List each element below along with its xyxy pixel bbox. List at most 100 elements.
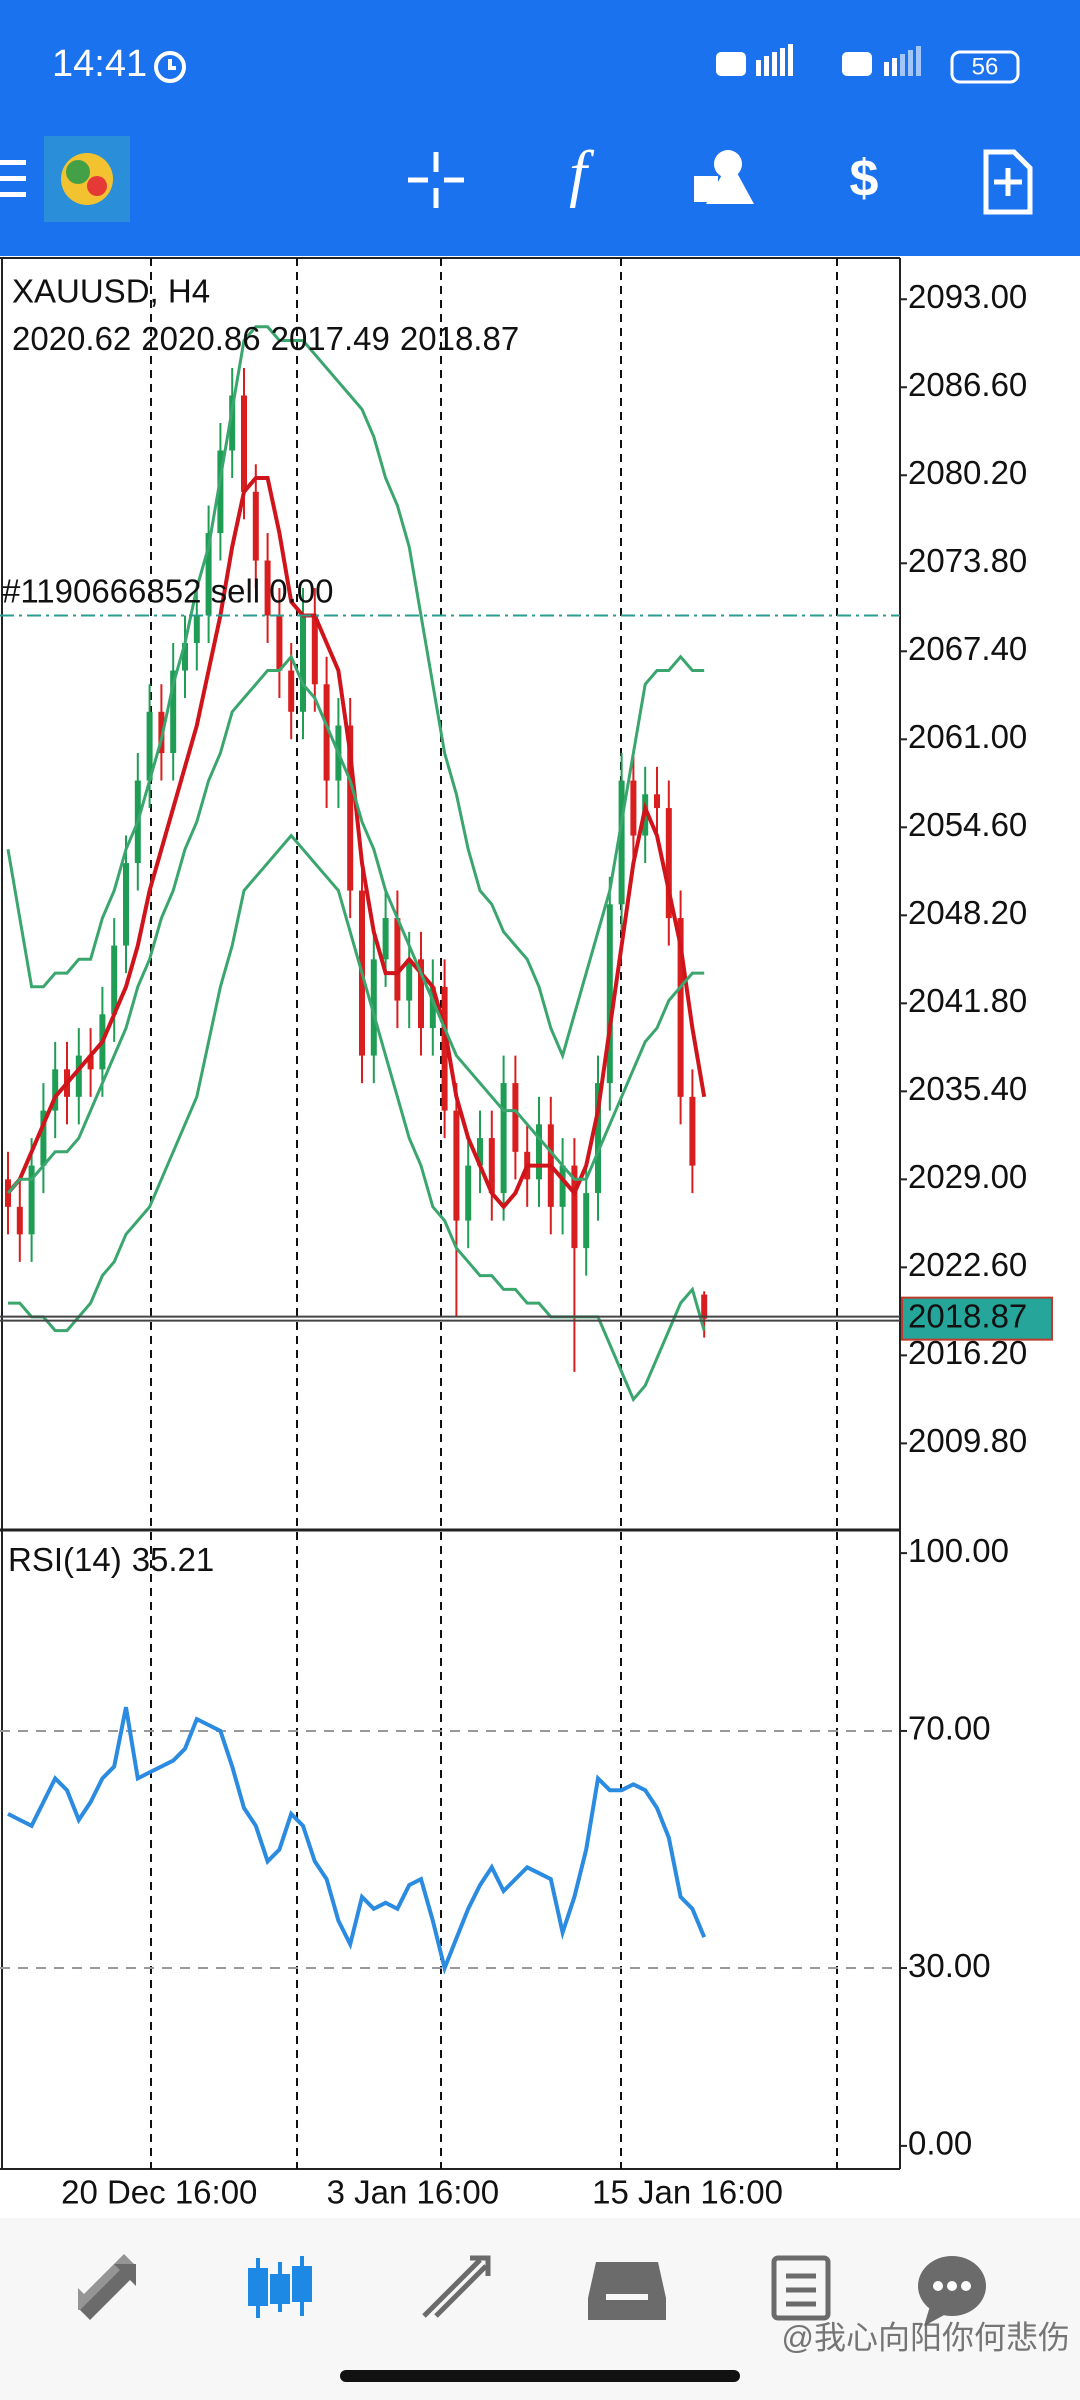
y-tick-label: 30.00 (908, 1947, 991, 1984)
candle-body (323, 684, 330, 781)
battery-level: 56 (972, 53, 999, 80)
candle-body (665, 808, 672, 919)
high-value: 2020.86 (141, 320, 260, 357)
alarm-icon (154, 51, 186, 83)
candle-body (453, 1110, 460, 1221)
quotes-tab[interactable] (78, 2254, 136, 2320)
candle-body (382, 918, 389, 960)
candle-body (288, 670, 295, 712)
candle-body (370, 959, 377, 1056)
candle-body (441, 986, 448, 1111)
candle-body (146, 711, 153, 781)
candle-body (488, 1138, 495, 1194)
indicator-line (6, 654, 705, 1195)
ohlc-info: 2020.62 2020.86 2017.49 2018.87 (12, 320, 519, 357)
indicator-line (6, 476, 707, 1210)
candle-body (241, 395, 247, 492)
candle-body (701, 1294, 708, 1319)
watermark: @我心向阳你何悲伤 (782, 2319, 1071, 2355)
candle-body (583, 1193, 590, 1249)
objects-button[interactable] (694, 150, 754, 204)
y-tick-label: 0.00 (908, 2125, 972, 2162)
candle-body (465, 1165, 472, 1221)
candle-body (111, 945, 118, 1015)
y-tick-label: 2048.20 (908, 894, 1027, 931)
app-logo[interactable] (44, 136, 130, 222)
candle-body (571, 1165, 578, 1249)
new-order-button[interactable] (983, 149, 1033, 215)
candle-body (205, 533, 212, 616)
candle-body (654, 794, 660, 809)
y-tick-label: 2029.00 (908, 1158, 1027, 1195)
candle-body (394, 918, 401, 1001)
indicator-line (6, 325, 705, 1061)
candle-body (300, 615, 306, 712)
candle-body (606, 904, 613, 1084)
menu-button[interactable] (0, 160, 26, 197)
y-tick-label: 70.00 (908, 1710, 991, 1747)
candle-body (418, 959, 424, 1029)
candle-body (477, 1138, 483, 1166)
y-tick-label: 2093.00 (908, 278, 1027, 315)
candle-body (559, 1165, 566, 1207)
battery-outline (950, 50, 1020, 84)
candle-body (512, 1083, 519, 1152)
period-separators (150, 258, 838, 2169)
candle-body (16, 1206, 23, 1235)
candle-body (689, 1096, 696, 1166)
candle-body (264, 560, 271, 616)
plot-area: 2093.00 2086.60 2080.20 2073.80 2067.40 2061.… (0, 278, 1053, 2211)
home-indicator (340, 2370, 740, 2382)
candle-body (170, 670, 177, 754)
trade-tab[interactable] (422, 2255, 491, 2318)
y-tick-label: 2061.00 (908, 718, 1027, 755)
candle-body (618, 780, 625, 905)
y-tick-label: 2054.60 (908, 806, 1027, 843)
status-time: 14:41 (52, 43, 147, 85)
history-tab[interactable] (588, 2262, 666, 2320)
candle-body (182, 643, 188, 671)
rsi-value: 35.21 (132, 1541, 215, 1578)
trade-button[interactable]: $ (850, 150, 879, 208)
candle-body (311, 615, 318, 685)
candle-body (75, 1055, 82, 1097)
candle-body (347, 725, 354, 891)
candle-body (217, 450, 224, 534)
chat-tab[interactable] (918, 2256, 986, 2326)
candle-body (595, 1083, 601, 1194)
candle-body (500, 1083, 507, 1194)
x-tick-label: 15 Jan 16:00 (592, 2174, 783, 2211)
trade-label: #1190666852 sell 0.00 (2, 572, 334, 609)
y-tick-label: 2009.80 (908, 1422, 1027, 1459)
rsi-name: RSI(14) (8, 1541, 122, 1578)
y-tick-label: 2073.80 (908, 542, 1027, 579)
low-value: 2017.49 (271, 320, 390, 357)
bottom-nav (0, 2218, 1080, 2400)
candle-body (536, 1124, 542, 1180)
candle-body (406, 959, 413, 1001)
price-badge-label: 2018.87 (908, 1297, 1027, 1334)
app-header (0, 0, 1080, 256)
y-tick-label: 2067.40 (908, 630, 1027, 667)
news-tab[interactable] (771, 2255, 831, 2321)
candle-body (28, 1165, 35, 1235)
signal-icons (716, 44, 921, 76)
candle-body (123, 863, 129, 946)
candle-body (229, 395, 236, 451)
rsi-line (7, 1706, 707, 1975)
chart-title: XAUUSD, H4 (12, 273, 210, 310)
candle-body (677, 918, 684, 1097)
chart-tab[interactable] (248, 2256, 312, 2318)
y-tick-label: 2022.60 (908, 1246, 1027, 1283)
y-tick-label: 100.00 (908, 1532, 1009, 1569)
crosshair-button[interactable] (408, 152, 464, 208)
y-tick-label: 2035.40 (908, 1070, 1027, 1107)
rsi-title: RSI(14) 35.21 (8, 1541, 214, 1578)
candle-body (429, 986, 436, 1029)
candle-body (276, 615, 283, 671)
x-tick-label: 3 Jan 16:00 (327, 2174, 499, 2211)
candle-body (193, 615, 200, 644)
candle-body (252, 491, 259, 561)
